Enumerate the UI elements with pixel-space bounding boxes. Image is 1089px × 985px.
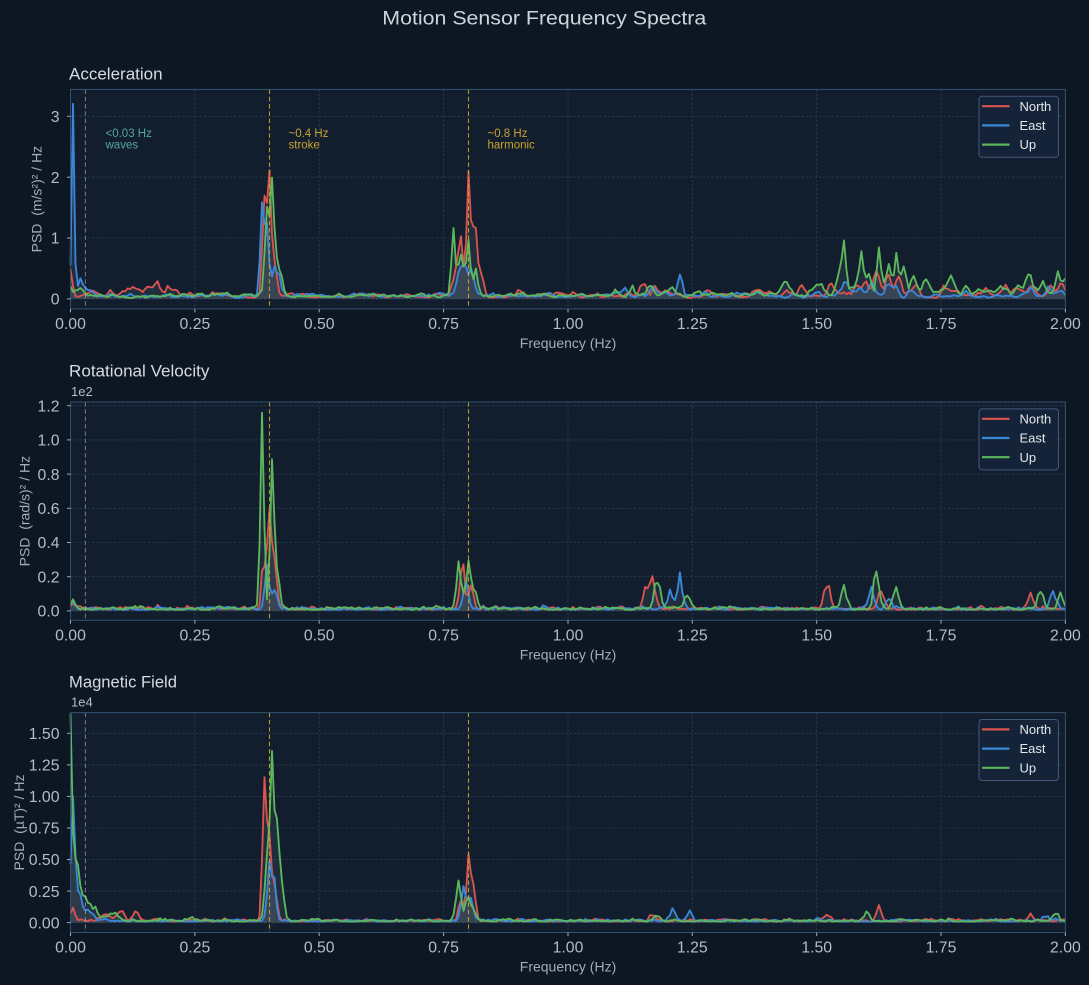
svg-text:1.75: 1.75	[926, 628, 957, 645]
svg-text:1.50: 1.50	[801, 940, 832, 957]
svg-text:2: 2	[51, 170, 60, 187]
svg-text:PSD (µT)² / Hz: PSD (µT)² / Hz	[11, 775, 27, 871]
svg-text:Frequency (Hz): Frequency (Hz)	[520, 335, 616, 351]
svg-text:0.25: 0.25	[180, 628, 211, 645]
svg-text:harmonic: harmonic	[488, 140, 536, 152]
svg-text:Magnetic Field: Magnetic Field	[69, 673, 177, 691]
svg-text:East: East	[1020, 431, 1046, 446]
svg-text:0.8: 0.8	[38, 467, 60, 484]
svg-text:PSD (rad/s)² / Hz: PSD (rad/s)² / Hz	[17, 456, 33, 566]
svg-text:Acceleration: Acceleration	[69, 66, 163, 84]
svg-text:1.25: 1.25	[677, 316, 708, 333]
svg-text:0.0: 0.0	[38, 604, 60, 621]
svg-text:waves: waves	[105, 140, 139, 152]
svg-text:1.0: 1.0	[38, 433, 60, 450]
svg-text:0.50: 0.50	[29, 852, 60, 869]
svg-text:1.2: 1.2	[38, 398, 60, 415]
svg-text:1.75: 1.75	[926, 940, 957, 957]
svg-text:1.00: 1.00	[29, 789, 60, 806]
svg-text:1e4: 1e4	[71, 695, 93, 710]
svg-text:Up: Up	[1020, 137, 1037, 152]
svg-text:0.75: 0.75	[428, 316, 459, 333]
svg-text:0.25: 0.25	[29, 884, 60, 901]
svg-text:0.75: 0.75	[428, 628, 459, 645]
svg-text:1.50: 1.50	[29, 726, 60, 743]
svg-text:0.75: 0.75	[29, 821, 60, 838]
svg-text:1e2: 1e2	[71, 384, 93, 399]
svg-text:1.50: 1.50	[801, 316, 832, 333]
svg-text:Up: Up	[1020, 760, 1037, 775]
svg-text:0.00: 0.00	[55, 316, 86, 333]
svg-text:0.00: 0.00	[55, 628, 86, 645]
svg-text:0.2: 0.2	[38, 569, 60, 586]
svg-text:2.00: 2.00	[1050, 628, 1081, 645]
svg-text:1.50: 1.50	[801, 628, 832, 645]
svg-text:0.4: 0.4	[38, 535, 60, 552]
svg-text:2.00: 2.00	[1050, 940, 1081, 957]
svg-text:0.50: 0.50	[304, 316, 335, 333]
svg-text:0: 0	[51, 292, 60, 309]
svg-text:0.25: 0.25	[180, 940, 211, 957]
svg-text:~0.4 Hz: ~0.4 Hz	[289, 128, 329, 140]
svg-text:1.75: 1.75	[926, 316, 957, 333]
svg-text:~0.8 Hz: ~0.8 Hz	[488, 128, 528, 140]
svg-text:1.25: 1.25	[677, 940, 708, 957]
svg-text:0.75: 0.75	[428, 940, 459, 957]
svg-text:1.25: 1.25	[29, 758, 60, 775]
svg-text:0.25: 0.25	[180, 316, 211, 333]
svg-text:3: 3	[51, 109, 60, 126]
svg-text:1.00: 1.00	[553, 940, 584, 957]
svg-text:Frequency (Hz): Frequency (Hz)	[520, 959, 616, 975]
svg-text:1.00: 1.00	[553, 316, 584, 333]
svg-text:1: 1	[51, 231, 60, 248]
svg-text:PSD (m/s²)² / Hz: PSD (m/s²)² / Hz	[28, 146, 44, 253]
svg-text:Up: Up	[1020, 450, 1037, 465]
svg-text:0.50: 0.50	[304, 628, 335, 645]
svg-text:Frequency (Hz): Frequency (Hz)	[520, 646, 616, 662]
svg-text:1.25: 1.25	[677, 628, 708, 645]
svg-text:1.00: 1.00	[553, 628, 584, 645]
svg-text:Motion Sensor Frequency Spectr: Motion Sensor Frequency Spectra	[382, 8, 706, 29]
svg-text:East: East	[1020, 741, 1046, 756]
svg-text:2.00: 2.00	[1050, 316, 1081, 333]
svg-text:Rotational Velocity: Rotational Velocity	[69, 363, 210, 381]
svg-text:0.00: 0.00	[29, 915, 60, 932]
svg-text:North: North	[1020, 722, 1052, 737]
svg-text:<0.03 Hz: <0.03 Hz	[106, 128, 153, 140]
svg-text:0.6: 0.6	[38, 501, 60, 518]
svg-text:North: North	[1020, 411, 1052, 426]
svg-text:East: East	[1020, 118, 1046, 133]
svg-text:stroke: stroke	[289, 140, 320, 152]
svg-text:0.50: 0.50	[304, 940, 335, 957]
svg-text:0.00: 0.00	[55, 940, 86, 957]
svg-text:North: North	[1020, 99, 1052, 114]
